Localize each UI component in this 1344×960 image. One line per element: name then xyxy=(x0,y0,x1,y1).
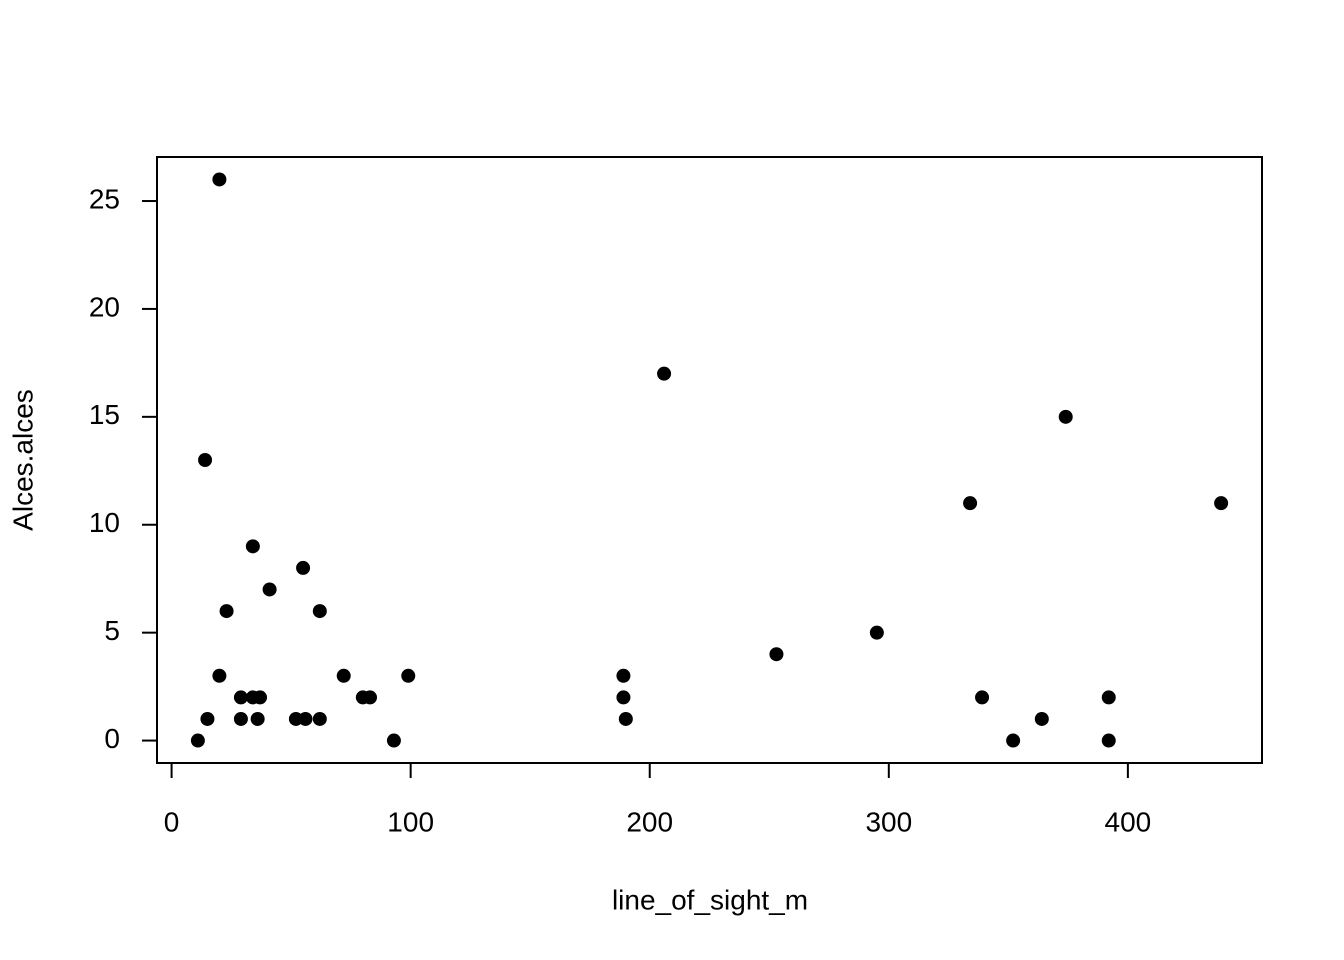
point xyxy=(296,560,311,575)
point xyxy=(198,453,213,467)
point xyxy=(233,690,248,705)
point xyxy=(250,711,265,726)
point xyxy=(869,625,884,640)
point xyxy=(616,690,631,705)
x-tick-label: 300 xyxy=(865,806,912,837)
plot-box xyxy=(156,156,1263,764)
point xyxy=(386,733,401,748)
point xyxy=(262,582,277,597)
point xyxy=(212,172,227,187)
x-axis-label: line_of_sight_m xyxy=(612,884,808,915)
point xyxy=(298,711,313,726)
point xyxy=(401,668,416,683)
x-tick-label: 200 xyxy=(626,806,673,837)
point xyxy=(1214,496,1229,511)
x-tick-label: 100 xyxy=(387,806,434,837)
point xyxy=(245,539,260,554)
point xyxy=(1058,409,1073,424)
point xyxy=(963,496,978,511)
point xyxy=(312,711,327,726)
y-tick-label: 5 xyxy=(104,615,120,646)
x-tick-label: 400 xyxy=(1105,806,1152,837)
point xyxy=(769,647,784,662)
point xyxy=(253,690,268,705)
y-tick-label: 25 xyxy=(89,183,120,214)
point xyxy=(657,366,672,381)
y-axis-label: Alces.alces xyxy=(7,389,38,531)
point xyxy=(1006,733,1021,748)
point xyxy=(1101,733,1116,748)
point xyxy=(190,733,205,748)
point xyxy=(233,711,248,726)
y-tick-label: 10 xyxy=(89,507,120,538)
y-tick-label: 20 xyxy=(89,291,120,322)
point xyxy=(363,690,378,705)
point xyxy=(212,668,227,683)
y-tick-label: 15 xyxy=(89,399,120,430)
point xyxy=(975,690,990,705)
point xyxy=(288,711,303,726)
x-tick-label: 0 xyxy=(164,806,180,837)
point xyxy=(312,604,327,619)
point xyxy=(1034,711,1049,726)
point xyxy=(616,668,631,683)
point xyxy=(219,604,234,619)
point xyxy=(200,711,215,726)
point xyxy=(336,668,351,683)
y-tick-label: 0 xyxy=(104,723,120,754)
point xyxy=(1101,690,1116,705)
point xyxy=(618,711,633,726)
